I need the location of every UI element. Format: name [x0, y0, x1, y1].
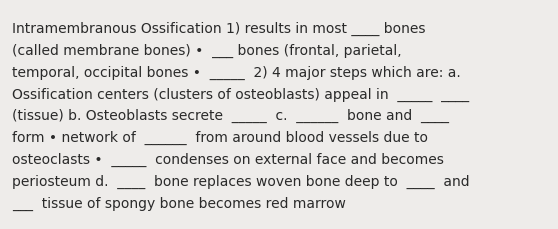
- Text: ___  tissue of spongy bone becomes red marrow: ___ tissue of spongy bone becomes red ma…: [12, 196, 346, 210]
- Text: temporal, occipital bones •  _____  2) 4 major steps which are: a.: temporal, occipital bones • _____ 2) 4 m…: [12, 65, 461, 79]
- Text: osteoclasts •  _____  condenses on external face and becomes: osteoclasts • _____ condenses on externa…: [12, 152, 444, 166]
- Text: (tissue) b. Osteoblasts secrete  _____  c.  ______  bone and  ____: (tissue) b. Osteoblasts secrete _____ c.…: [12, 109, 449, 123]
- Text: (called membrane bones) •  ___ bones (frontal, parietal,: (called membrane bones) • ___ bones (fro…: [12, 44, 402, 58]
- Text: Intramembranous Ossification 1) results in most ____ bones: Intramembranous Ossification 1) results …: [12, 22, 426, 36]
- Text: form • network of  ______  from around blood vessels due to: form • network of ______ from around blo…: [12, 131, 428, 144]
- Text: Ossification centers (clusters of osteoblasts) appeal in  _____  ____: Ossification centers (clusters of osteob…: [12, 87, 469, 101]
- Text: periosteum d.  ____  bone replaces woven bone deep to  ____  and: periosteum d. ____ bone replaces woven b…: [12, 174, 470, 188]
